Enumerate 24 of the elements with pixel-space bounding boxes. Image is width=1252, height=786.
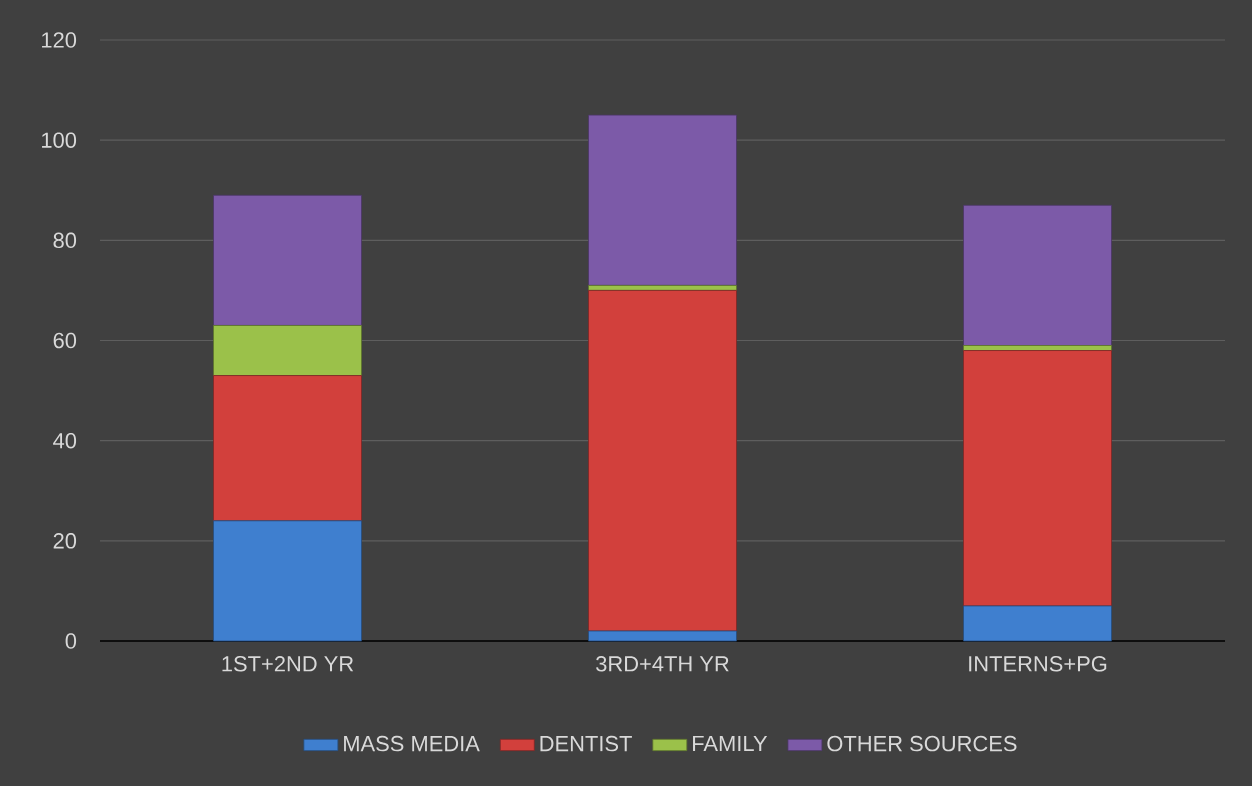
y-tick-label: 0 <box>65 633 77 649</box>
bar <box>213 194 362 326</box>
bar <box>963 605 1112 642</box>
y-tick-label: 120 <box>42 32 77 48</box>
x-tick-label: 1ST+2ND YR <box>222 656 354 672</box>
bar <box>213 325 362 376</box>
bar <box>213 375 362 522</box>
bar <box>963 204 1112 346</box>
bar <box>213 520 362 642</box>
bar <box>963 350 1112 607</box>
y-tick-label: 40 <box>53 432 77 449</box>
bar <box>588 290 737 632</box>
y-tick-label: 60 <box>53 332 77 349</box>
bar <box>588 630 737 642</box>
y-tick-label: 100 <box>42 132 77 148</box>
x-tick-label: 3RD+4TH YR <box>596 656 729 672</box>
legend-label: FAMILY <box>693 735 768 752</box>
y-tick-label: 20 <box>53 533 77 549</box>
legend-label: DENTIST <box>540 735 632 752</box>
legend-label: MASS MEDIA <box>344 735 480 752</box>
y-tick-label: 80 <box>53 232 77 249</box>
legend-label: OTHER SOURCES <box>827 735 1017 752</box>
bar <box>588 114 737 286</box>
x-tick-label: INTERNS+PG <box>969 656 1107 672</box>
